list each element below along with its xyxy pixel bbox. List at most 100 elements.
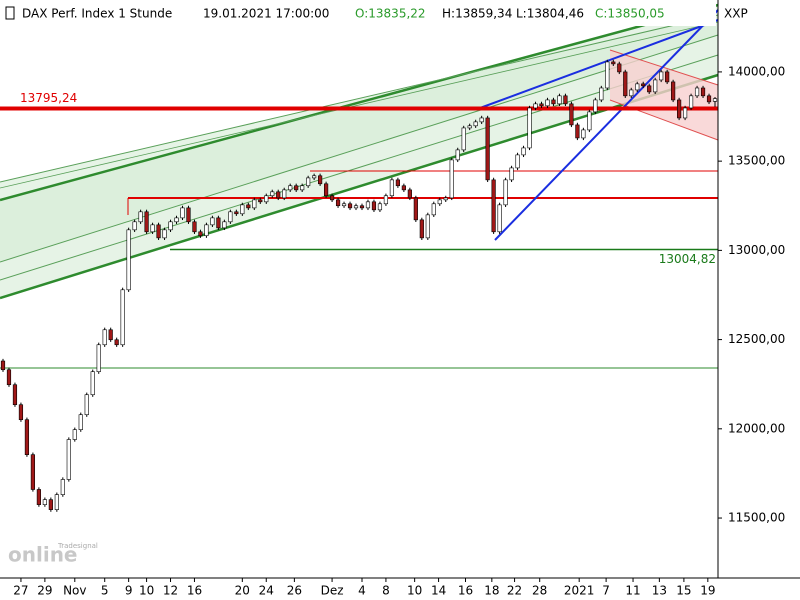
x-tick-label: Dez <box>321 584 344 598</box>
candle-body <box>264 195 269 203</box>
x-tick-label: 26 <box>287 584 302 598</box>
timestamp: 19.01.2021 17:00:00 <box>203 7 329 21</box>
candle-body <box>222 221 227 229</box>
candle-body <box>563 95 568 105</box>
candle-body <box>252 199 257 209</box>
candle-body <box>623 71 628 97</box>
candle-body <box>581 129 586 139</box>
candles <box>0 59 718 512</box>
candle-body <box>611 61 616 65</box>
candle-body <box>509 167 514 181</box>
candle-body <box>84 394 89 416</box>
candle-body <box>677 99 682 119</box>
candle-body <box>114 339 119 346</box>
candle-body <box>371 201 377 211</box>
candle-body <box>234 211 239 215</box>
candle-body <box>389 179 395 197</box>
chart-title: DAX Perf. Index 1 Stunde <box>22 7 172 21</box>
channel-line <box>0 21 719 189</box>
candle-body <box>18 404 24 421</box>
x-tick-label: 19 <box>700 584 715 598</box>
candle-body <box>527 107 532 149</box>
candle-body <box>455 149 460 161</box>
candle-body <box>323 183 329 197</box>
candle-body <box>78 414 83 431</box>
candle-body <box>653 79 658 93</box>
x-tick-label: 9 <box>125 584 133 598</box>
watermark: online <box>8 543 78 567</box>
symbol: XXP <box>724 7 748 21</box>
candle-body <box>617 63 622 73</box>
candle-body <box>6 369 12 386</box>
candle-body <box>42 499 47 505</box>
candle-body <box>599 87 604 101</box>
candle-body <box>66 439 71 480</box>
candle-body <box>437 199 442 205</box>
candle-body <box>144 211 149 233</box>
x-tick-label: 28 <box>532 584 547 598</box>
candle-body <box>485 117 490 181</box>
candle-body <box>605 61 610 89</box>
candle-body <box>318 175 323 185</box>
trend-channels <box>0 3 719 369</box>
candle-body <box>162 229 167 239</box>
candle-body <box>108 329 113 341</box>
candle-body <box>593 99 598 113</box>
x-tick-label: 7 <box>602 584 610 598</box>
candle-body <box>569 103 574 126</box>
candle-body <box>168 221 173 231</box>
x-tick-label: 2021 <box>564 584 595 598</box>
candle-body <box>515 154 520 169</box>
channel-fill <box>0 15 718 262</box>
y-tick-label: 14000,00 <box>728 64 785 78</box>
y-tick-label: 13500,00 <box>728 154 785 168</box>
candle-body <box>312 175 317 179</box>
y-tick-label: 13000,00 <box>728 243 785 257</box>
blue-trend-line <box>479 19 719 109</box>
candle-body <box>72 429 77 440</box>
candle-body <box>377 203 383 211</box>
candle-body <box>132 221 137 231</box>
level-label: 13004,82 <box>659 252 716 266</box>
x-tick-label: 5 <box>101 584 109 598</box>
candle-body <box>138 211 143 223</box>
candle-body <box>659 71 664 81</box>
candle-body <box>647 85 652 93</box>
candle-body <box>641 83 646 87</box>
candle-body <box>431 203 436 216</box>
candle-body <box>521 147 526 156</box>
x-tick-label: 10 <box>139 584 154 598</box>
candle-body <box>353 205 359 209</box>
x-tick-label: 10 <box>407 584 422 598</box>
candle-body <box>365 201 371 209</box>
header-bg <box>0 0 716 26</box>
candle-body <box>497 204 502 233</box>
candle-body <box>712 98 718 102</box>
x-tick-label: Nov <box>63 584 86 598</box>
candle-body <box>479 117 484 123</box>
candle-body <box>12 384 18 406</box>
candle-body <box>210 217 215 226</box>
watermark: Tradesignal <box>57 542 98 550</box>
candle-body <box>126 229 131 291</box>
candle-body <box>341 203 347 207</box>
candle-body <box>90 371 95 396</box>
candle-body <box>329 195 335 201</box>
candle-body <box>276 191 281 199</box>
candle-body <box>665 71 670 83</box>
x-tick-label: 15 <box>676 584 691 598</box>
x-tick-label: 24 <box>259 584 274 598</box>
x-tick-label: 8 <box>382 584 390 598</box>
candle-body <box>335 199 341 207</box>
candle-body <box>443 197 448 201</box>
x-tick-label: 29 <box>37 584 52 598</box>
candle-body <box>401 185 406 191</box>
candle-body <box>240 204 245 215</box>
candle-body <box>150 224 155 233</box>
candle-body <box>288 185 293 191</box>
blue-trend-line <box>494 9 719 241</box>
candle-body <box>102 329 107 346</box>
x-tick-label: 16 <box>458 584 473 598</box>
candle-body <box>300 185 305 191</box>
